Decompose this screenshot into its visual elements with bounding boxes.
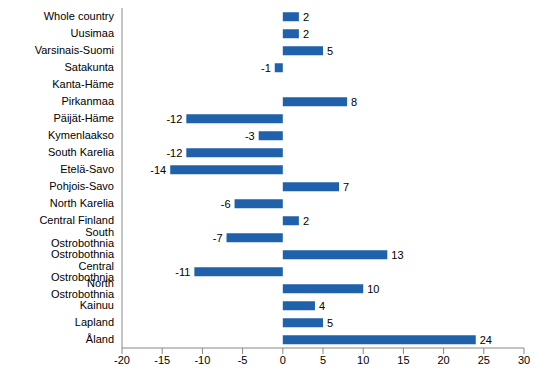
svg-text:NorthOstrobothnia: NorthOstrobothnia bbox=[51, 277, 115, 300]
svg-text:Satakunta: Satakunta bbox=[64, 61, 114, 73]
svg-text:Whole country: Whole country bbox=[44, 10, 115, 22]
svg-text:Varsinais-Suomi: Varsinais-Suomi bbox=[35, 44, 114, 56]
svg-text:2: 2 bbox=[303, 11, 309, 23]
svg-text:-14: -14 bbox=[150, 164, 166, 176]
svg-text:5: 5 bbox=[327, 317, 333, 329]
svg-text:-6: -6 bbox=[221, 198, 231, 210]
svg-text:Lapland: Lapland bbox=[75, 316, 114, 328]
svg-text:-15: -15 bbox=[154, 354, 170, 366]
svg-text:-5: -5 bbox=[238, 354, 248, 366]
svg-text:Kanta-Häme: Kanta-Häme bbox=[52, 78, 114, 90]
svg-text:-7: -7 bbox=[213, 232, 223, 244]
svg-text:20: 20 bbox=[437, 354, 449, 366]
svg-text:24: 24 bbox=[480, 334, 492, 346]
svg-text:Etelä-Savo: Etelä-Savo bbox=[60, 163, 114, 175]
svg-text:-12: -12 bbox=[166, 113, 182, 125]
svg-text:7: 7 bbox=[343, 181, 349, 193]
svg-text:-11: -11 bbox=[175, 266, 190, 278]
svg-text:Kainuu: Kainuu bbox=[80, 299, 114, 311]
svg-text:Åland: Åland bbox=[86, 333, 114, 345]
svg-text:-20: -20 bbox=[114, 354, 130, 366]
svg-text:13: 13 bbox=[391, 249, 403, 261]
svg-text:Pirkanmaa: Pirkanmaa bbox=[61, 95, 114, 107]
svg-text:Uusimaa: Uusimaa bbox=[71, 27, 115, 39]
svg-text:SouthOstrobothnia: SouthOstrobothnia bbox=[51, 226, 115, 249]
svg-text:10: 10 bbox=[357, 354, 369, 366]
svg-text:0: 0 bbox=[280, 354, 286, 366]
svg-text:Pohjois-Savo: Pohjois-Savo bbox=[49, 180, 114, 192]
svg-text:5: 5 bbox=[327, 45, 333, 57]
svg-text:5: 5 bbox=[320, 354, 326, 366]
svg-text:10: 10 bbox=[367, 283, 379, 295]
svg-text:Kymenlaakso: Kymenlaakso bbox=[48, 129, 114, 141]
svg-text:South Karelia: South Karelia bbox=[48, 146, 115, 158]
svg-text:15: 15 bbox=[397, 354, 409, 366]
svg-text:2: 2 bbox=[303, 215, 309, 227]
svg-text:8: 8 bbox=[351, 96, 357, 108]
svg-text:4: 4 bbox=[319, 300, 325, 312]
svg-text:30: 30 bbox=[518, 354, 530, 366]
svg-text:-3: -3 bbox=[245, 130, 255, 142]
svg-text:Ostrobothnia: Ostrobothnia bbox=[51, 248, 115, 260]
svg-text:-12: -12 bbox=[166, 147, 182, 159]
svg-text:North Karelia: North Karelia bbox=[50, 197, 115, 209]
svg-text:Päijät-Häme: Päijät-Häme bbox=[53, 112, 114, 124]
svg-text:2: 2 bbox=[303, 28, 309, 40]
svg-text:-1: -1 bbox=[261, 62, 271, 74]
svg-text:-10: -10 bbox=[194, 354, 210, 366]
svg-text:25: 25 bbox=[478, 354, 490, 366]
svg-text:Central Finland: Central Finland bbox=[39, 214, 114, 226]
